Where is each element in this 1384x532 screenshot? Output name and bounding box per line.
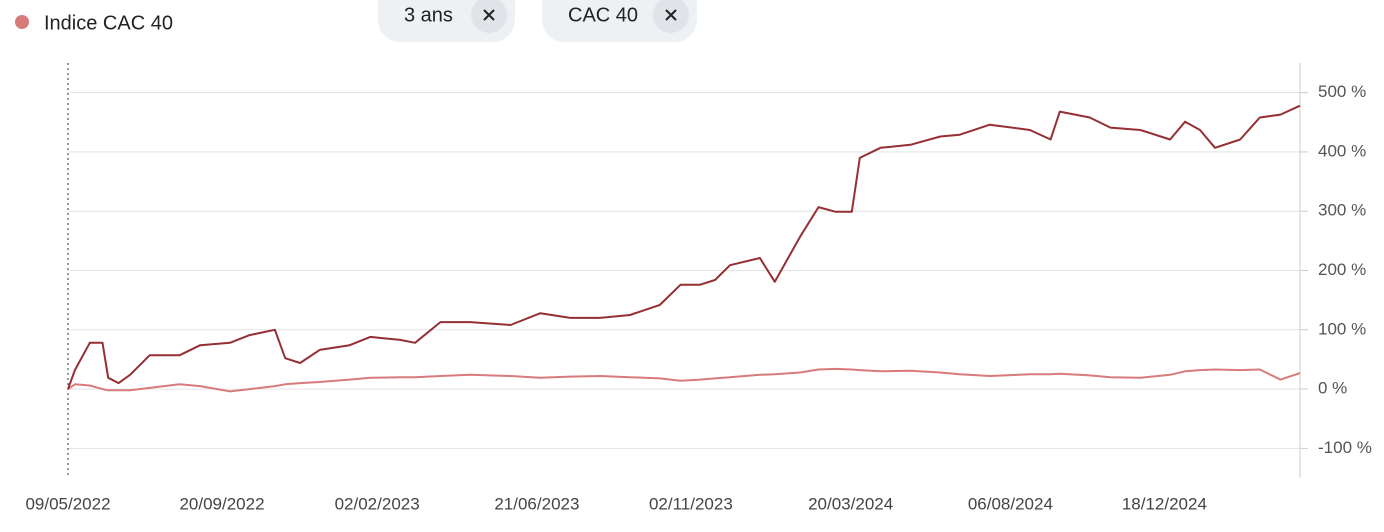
y-tick-label: 200 % <box>1318 260 1366 279</box>
series-line <box>67 367 1301 393</box>
filter-label: CAC 40 <box>568 4 638 26</box>
x-tick-label: 02/02/2023 <box>335 494 420 513</box>
x-tick-label: 20/03/2024 <box>808 494 893 513</box>
y-tick-label: 400 % <box>1318 141 1366 160</box>
y-tick-label: 100 % <box>1318 319 1366 338</box>
x-tick-label: 21/06/2023 <box>494 494 579 513</box>
y-tick-label: 0 % <box>1318 379 1347 398</box>
series-line <box>67 104 1301 390</box>
remove-button[interactable] <box>471 0 507 33</box>
y-tick-label: -100 % <box>1318 438 1372 457</box>
remove-icon <box>483 9 495 21</box>
filter-label: 3 ans <box>404 4 453 26</box>
y-tick-label: 500 % <box>1318 82 1366 101</box>
remove-icon <box>665 9 677 21</box>
remove-button[interactable] <box>653 0 689 33</box>
x-tick-label: 06/08/2024 <box>968 494 1053 513</box>
x-tick-label: 09/05/2022 <box>25 494 110 513</box>
legend-label[interactable]: Indice CAC 40 <box>44 12 173 34</box>
legend-dot <box>15 15 29 29</box>
y-tick-label: 300 % <box>1318 201 1366 220</box>
x-tick-label: 02/11/2023 <box>649 494 733 513</box>
x-tick-label: 20/09/2022 <box>179 494 264 513</box>
x-tick-label: 18/12/2024 <box>1122 494 1207 513</box>
